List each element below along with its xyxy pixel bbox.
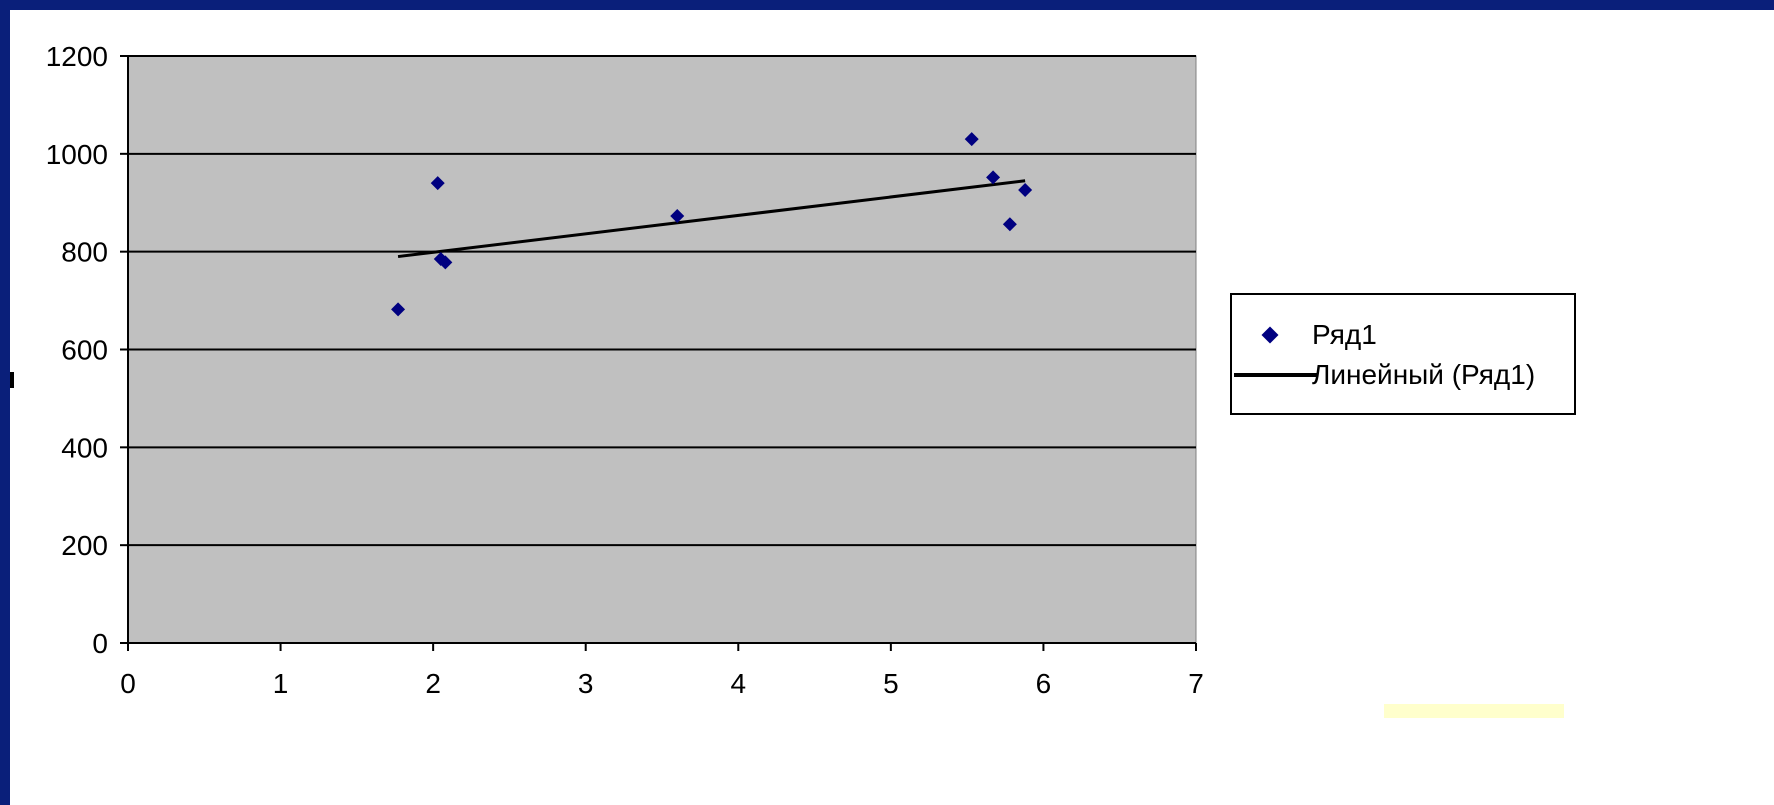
gridlines [128,55,1196,547]
x-tick-label: 3 [578,668,594,699]
corner-highlight [1384,704,1564,718]
x-axis-ticks: 0 1 2 3 4 5 6 7 [120,643,1204,699]
y-tick-label: 200 [61,530,108,561]
y-tick-label: 600 [61,335,108,366]
y-tick-label: 0 [92,628,108,659]
y-tick-label: 1200 [46,41,108,72]
x-tick-label: 2 [425,668,441,699]
legend-trendline-label: Линейный (Ряд1) [1312,359,1536,390]
data-point [430,176,445,191]
data-point [1002,217,1017,232]
data-point [670,208,685,223]
x-tick-label: 1 [273,668,289,699]
data-point [986,170,1001,185]
trendline [397,179,1026,259]
x-tick-label: 4 [730,668,746,699]
legend-diamond-marker [1232,315,1312,355]
data-point [964,132,979,147]
legend-series-label: Ряд1 [1312,319,1377,350]
trendline-layer [397,179,1026,259]
legend: Ряд1 Линейный (Ряд1) [1230,293,1576,415]
legend-line-marker [1232,355,1318,395]
data-points [391,132,1033,317]
x-tick-label: 7 [1188,668,1204,699]
y-tick-label: 400 [61,432,108,463]
legend-item-series: Ряд1 [1232,315,1377,355]
y-axis-ticks: 0 200 400 600 800 1000 1200 [46,41,128,659]
x-tick-label: 5 [883,668,899,699]
chart-canvas: 0 1 2 3 4 5 6 7 0 200 400 600 800 1000 1200 Ряд1 Лине… [10,10,1774,805]
x-tick-label: 0 [120,668,136,699]
y-tick-label: 800 [61,237,108,268]
edge-mark [10,372,14,388]
y-tick-label: 1000 [46,139,108,170]
legend-item-trendline: Линейный (Ряд1) [1232,355,1535,395]
data-point [1018,183,1033,198]
x-tick-label: 6 [1036,668,1052,699]
data-point [438,255,453,270]
scatter-chart: 0 1 2 3 4 5 6 7 0 200 400 600 800 1000 1200 [46,41,1204,699]
data-point [433,252,448,267]
data-point [391,302,406,317]
